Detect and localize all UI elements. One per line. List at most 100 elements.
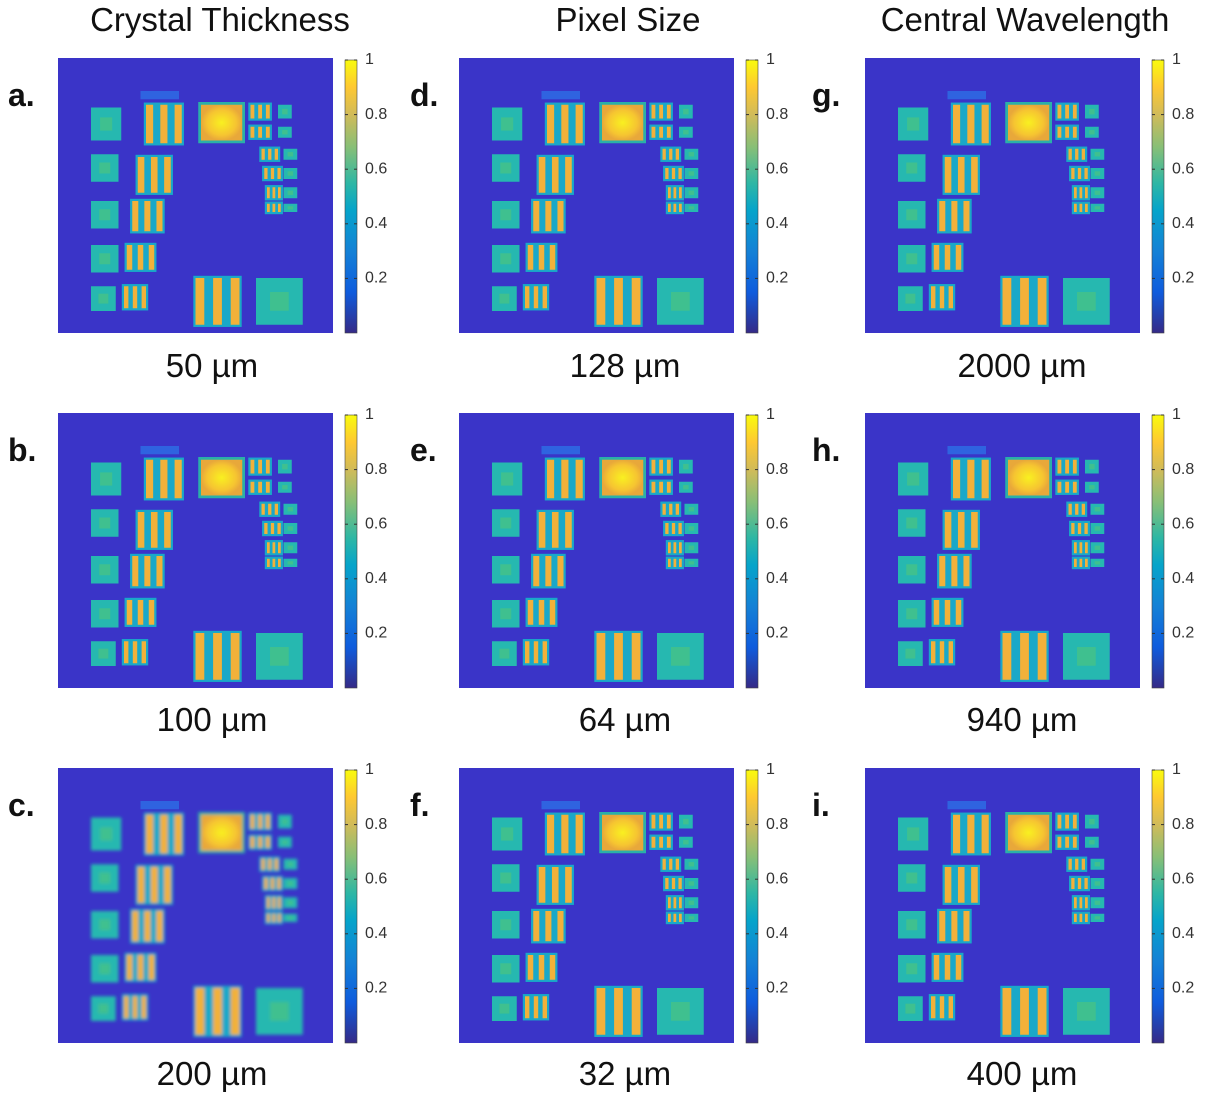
panel-caption: 400 µm [967, 1055, 1078, 1092]
block-center [683, 819, 689, 825]
colorbar-tick-label: 0.8 [766, 106, 788, 123]
bar [565, 867, 572, 903]
block-center [1077, 647, 1096, 666]
bar [543, 996, 547, 1018]
bar [545, 911, 551, 941]
colorbar-tick-label: 0.2 [766, 270, 788, 287]
block-center [1095, 862, 1101, 866]
bar [539, 600, 545, 625]
bar [672, 168, 675, 179]
bar [668, 914, 671, 922]
bar [678, 523, 681, 534]
bar [142, 641, 146, 663]
bar [268, 504, 271, 515]
bar [945, 600, 951, 625]
bar [550, 245, 556, 270]
bar [678, 878, 681, 889]
bar [953, 815, 960, 854]
bar [971, 867, 978, 903]
bar [231, 278, 240, 325]
panel-caption: 200 µm [157, 1055, 268, 1092]
bar [561, 815, 568, 854]
bar [674, 187, 677, 198]
block-center [683, 109, 689, 115]
bar [679, 542, 682, 553]
bar [267, 914, 270, 922]
colorbar-tick-label: 0.6 [365, 515, 387, 532]
bar [525, 996, 529, 1018]
bar [124, 641, 128, 663]
square [1008, 460, 1049, 496]
bar [971, 157, 978, 193]
square [1008, 815, 1049, 851]
bar [138, 245, 144, 270]
bar [543, 641, 547, 663]
bar [659, 460, 663, 474]
bar [275, 504, 278, 515]
bar [1058, 460, 1062, 474]
bar [151, 867, 158, 903]
block-center [288, 526, 294, 530]
bar [213, 278, 222, 325]
block-center [99, 564, 110, 575]
halo [141, 91, 180, 99]
block-center [282, 130, 288, 134]
bar [1065, 460, 1069, 474]
bar [951, 911, 957, 941]
colorbar-tick-label: 0.8 [365, 106, 387, 123]
panel-caption: 64 µm [579, 701, 671, 738]
bar [967, 815, 974, 854]
bar [614, 633, 623, 680]
block-center [906, 608, 917, 619]
bar [669, 859, 672, 870]
block-center [499, 294, 509, 304]
block-center [288, 881, 294, 885]
bar [565, 157, 572, 193]
block-center [906, 564, 917, 575]
bar [271, 168, 274, 179]
bar [597, 633, 606, 680]
bar [659, 127, 663, 138]
bar [278, 559, 281, 567]
panel-caption: 100 µm [157, 701, 268, 738]
bar [982, 105, 989, 144]
block-center [906, 253, 917, 264]
bar [953, 105, 960, 144]
bar [262, 504, 265, 515]
bar [667, 815, 671, 829]
bar [1078, 878, 1081, 889]
bar [1058, 815, 1062, 829]
bar [539, 245, 545, 270]
bar [963, 556, 969, 586]
bar [958, 512, 965, 548]
panel-letter: g. [812, 77, 840, 113]
bar [1020, 633, 1029, 680]
bar [672, 523, 675, 534]
bar [945, 245, 951, 270]
colorbar [345, 770, 357, 1043]
colorbar-tick-label: 0.2 [766, 980, 788, 997]
bar [525, 641, 529, 663]
bar [1080, 187, 1083, 198]
colorbar-tick-label: 0.4 [365, 570, 387, 587]
colorbar [746, 60, 758, 333]
bar [1082, 149, 1085, 160]
bar [1073, 837, 1077, 848]
bar [1080, 559, 1083, 567]
bar [1074, 204, 1077, 212]
bar [528, 600, 534, 625]
bar [1073, 105, 1077, 119]
bar [525, 286, 529, 308]
bar [1080, 204, 1083, 212]
colorbar [746, 415, 758, 688]
square [201, 815, 242, 851]
bar [258, 127, 262, 138]
block-center [288, 916, 294, 919]
bar [196, 633, 205, 680]
colorbar-tick-label: 0.6 [766, 870, 788, 887]
bar [1069, 504, 1072, 515]
panel: c.0.20.40.60.81200 µm [8, 761, 387, 1092]
bar [132, 201, 138, 231]
block-center [689, 881, 695, 885]
bar [1074, 897, 1077, 908]
